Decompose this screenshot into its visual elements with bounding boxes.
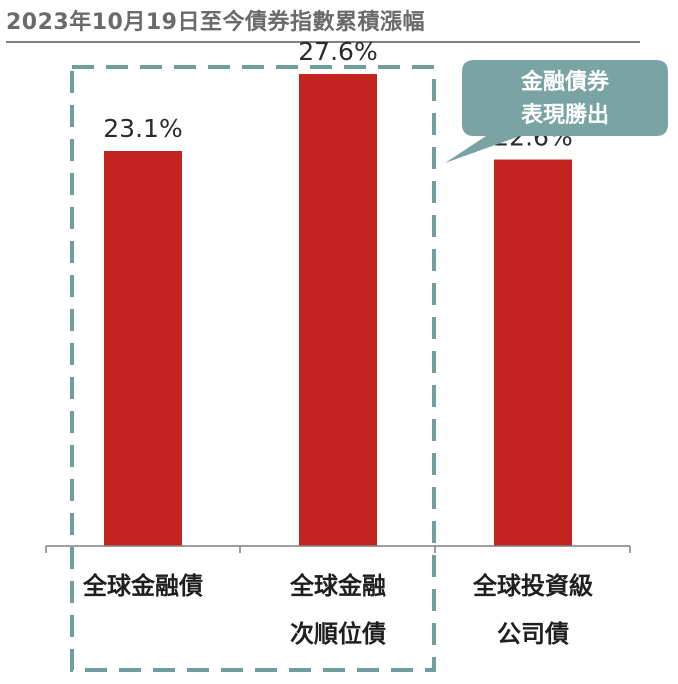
callout-shape [445,60,668,163]
value-labels-group: 23.1%27.6%22.6% [103,37,572,151]
category-label-2-line-1: 全球金融 [289,572,386,600]
bars-group [104,74,572,547]
callout-line-1: 金融債券 [520,69,610,95]
bar-2 [299,74,377,546]
highlight-dashed-box [70,65,436,672]
callout-line-2: 表現勝出 [521,103,609,128]
category-label-2-line-2: 次順位債 [290,620,386,648]
value-label-2: 27.6% [298,37,377,66]
category-label-3-line-1: 全球投資級 [472,572,593,600]
chart-title: 2023年10月19日至今債券指數累積漲幅 [6,10,425,35]
category-label-1-line-1: 全球金融債 [82,572,203,600]
category-label-3-line-2: 公司債 [497,620,569,648]
value-label-1: 23.1% [103,114,182,143]
bar-1 [104,150,182,547]
callout-bubble: 金融債券 表現勝出 [445,60,668,163]
x-axis-ticks [45,546,631,553]
title-underline [6,41,640,43]
bar-3 [494,159,572,547]
